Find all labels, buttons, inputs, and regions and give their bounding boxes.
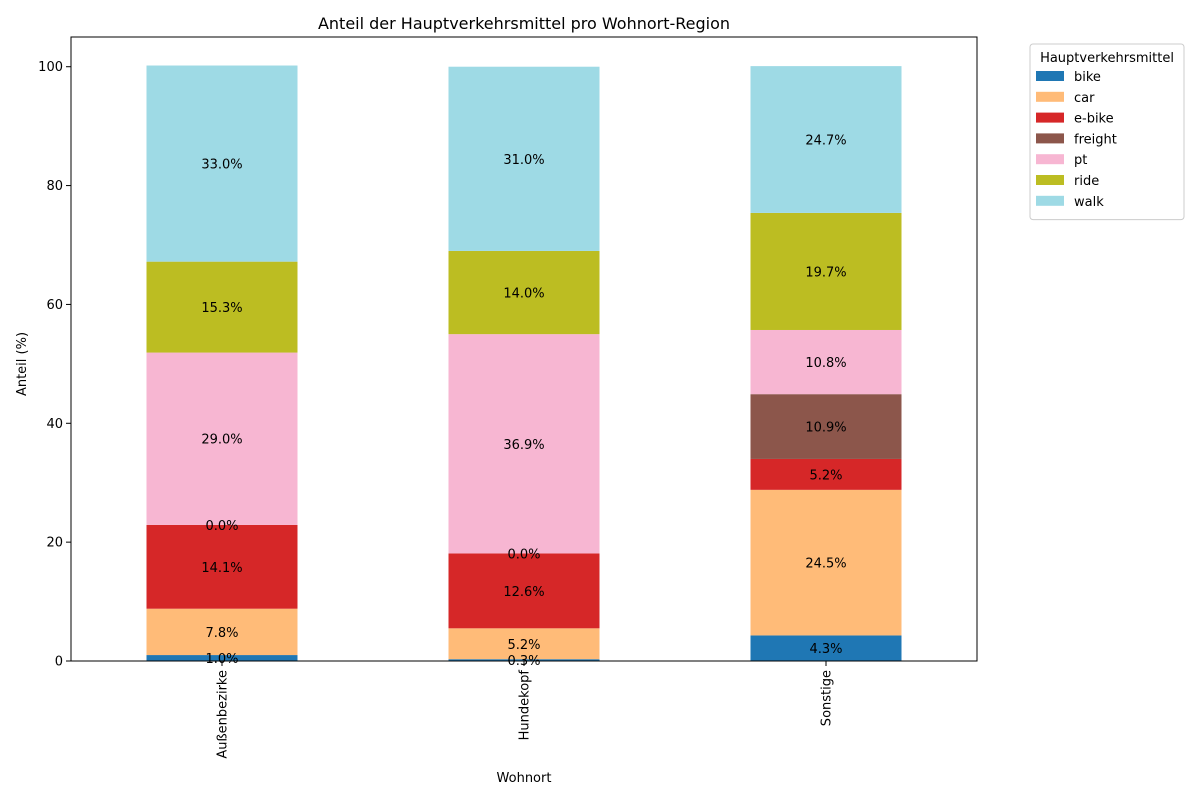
value-label-ride-0: 15.3% — [201, 301, 242, 316]
x-tick-label-1: Hundekopf — [518, 670, 533, 741]
legend-label-walk: walk — [1074, 195, 1104, 210]
y-tick-label-5: 100 — [38, 60, 63, 75]
value-label-freight-0: 0.0% — [205, 519, 238, 534]
value-label-walk-2: 24.7% — [805, 134, 846, 149]
y-axis: 0 20 40 60 80 100 — [38, 60, 71, 670]
y-axis-label: Anteil (%) — [15, 332, 30, 396]
value-label-pt-2: 10.8% — [805, 356, 846, 371]
chart-title: Anteil der Hauptverkehrsmittel pro Wohno… — [318, 14, 730, 33]
bar-car-2 — [750, 489, 902, 636]
value-label-e-bike-0: 14.1% — [201, 561, 242, 576]
bar-car-1 — [448, 628, 600, 660]
bar-walk-1 — [448, 66, 600, 251]
legend-label-bike: bike — [1074, 70, 1101, 85]
y-tick-label-0: 0 — [55, 655, 63, 670]
legend: Hauptverkehrsmittel bike car e-bike freight p… — [1029, 43, 1185, 221]
y-tick-label-3: 60 — [46, 298, 63, 313]
value-label-ride-1: 14.0% — [503, 287, 544, 302]
bar-bike-0 — [146, 655, 298, 661]
legend-swatch-freight — [1036, 133, 1064, 144]
bar-pt-0 — [146, 352, 298, 525]
legend-box — [1029, 43, 1185, 221]
value-label-pt-1: 36.9% — [503, 438, 544, 453]
value-label-car-0: 7.8% — [205, 626, 238, 641]
bar-freight-2 — [750, 394, 902, 459]
legend-swatch-pt — [1036, 154, 1064, 165]
bar-walk-0 — [146, 65, 298, 262]
value-label-e-bike-1: 12.6% — [503, 585, 544, 600]
bars-group — [146, 65, 902, 661]
x-axis: Außenbezirke Hundekopf Sonstige — [216, 661, 835, 759]
bar-pt-2 — [750, 329, 902, 395]
legend-label-freight: freight — [1074, 132, 1117, 147]
bar-e-bike-0 — [146, 524, 298, 609]
legend-label-pt: pt — [1074, 153, 1087, 168]
x-axis-label: Wohnort — [497, 771, 552, 786]
legend-swatch-bike — [1036, 71, 1064, 81]
value-labels-group: 1.0%7.8%14.1%0.0%29.0%15.3%33.0%0.3%5.2%… — [201, 134, 846, 670]
legend-label-car: car — [1074, 91, 1095, 106]
y-tick-label-1: 20 — [46, 536, 63, 551]
bar-ride-2 — [750, 212, 902, 330]
value-label-pt-0: 29.0% — [201, 433, 242, 448]
bar-e-bike-1 — [448, 553, 600, 629]
value-label-ride-2: 19.7% — [805, 265, 846, 280]
bar-pt-1 — [448, 334, 600, 554]
plot-frame — [70, 36, 978, 662]
value-label-car-2: 24.5% — [805, 557, 846, 572]
value-label-freight-2: 10.9% — [805, 421, 846, 436]
legend-title: Hauptverkehrsmittel — [1040, 51, 1174, 66]
value-label-walk-1: 31.0% — [503, 153, 544, 168]
bar-e-bike-2 — [750, 458, 902, 490]
bar-bike-2 — [750, 635, 902, 661]
y-tick-label-4: 80 — [46, 179, 63, 194]
bar-walk-2 — [750, 66, 902, 213]
y-tick-label-2: 40 — [46, 417, 63, 432]
legend-swatch-car — [1036, 91, 1064, 102]
value-label-walk-0: 33.0% — [201, 158, 242, 173]
value-label-bike-2: 4.3% — [809, 642, 842, 657]
legend-label-e-bike: e-bike — [1074, 112, 1114, 127]
x-tick-label-2: Sonstige — [820, 670, 835, 726]
value-label-freight-1: 0.0% — [507, 547, 540, 562]
x-tick-label-0: Außenbezirke — [216, 670, 231, 759]
legend-label-ride: ride — [1074, 174, 1099, 189]
bar-ride-1 — [448, 250, 600, 335]
bar-ride-0 — [146, 261, 298, 353]
legend-swatch-e-bike — [1036, 112, 1064, 123]
bar-bike-1 — [448, 659, 600, 661]
value-label-e-bike-2: 5.2% — [809, 468, 842, 483]
bar-car-0 — [146, 608, 298, 656]
value-label-bike-0: 1.0% — [205, 652, 238, 667]
legend-swatch-walk — [1036, 195, 1064, 206]
value-label-car-1: 5.2% — [507, 638, 540, 653]
legend-swatch-ride — [1036, 175, 1064, 185]
